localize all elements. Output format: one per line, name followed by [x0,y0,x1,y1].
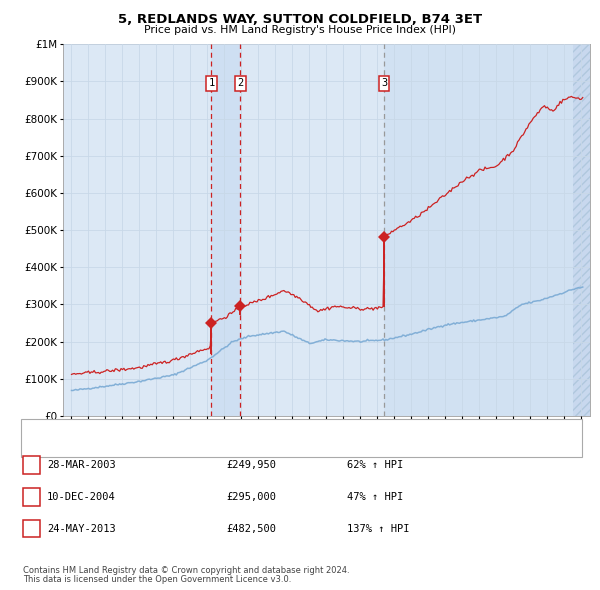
Text: 10-DEC-2004: 10-DEC-2004 [47,492,116,502]
Text: 5, REDLANDS WAY, SUTTON COLDFIELD, B74 3ET: 5, REDLANDS WAY, SUTTON COLDFIELD, B74 3… [118,13,482,26]
Bar [211,44,241,416]
Text: This data is licensed under the Open Government Licence v3.0.: This data is licensed under the Open Gov… [23,575,291,584]
Text: 3: 3 [381,78,387,88]
Text: 1: 1 [28,460,34,470]
Text: 3: 3 [28,524,34,533]
Text: Contains HM Land Registry data © Crown copyright and database right 2024.: Contains HM Land Registry data © Crown c… [23,566,349,575]
Text: 2: 2 [28,492,34,502]
Text: 47% ↑ HPI: 47% ↑ HPI [347,492,403,502]
Text: 24-MAY-2013: 24-MAY-2013 [47,524,116,533]
Text: Price paid vs. HM Land Registry's House Price Index (HPI): Price paid vs. HM Land Registry's House … [144,25,456,35]
Text: 1: 1 [208,78,214,88]
Bar [384,44,573,416]
Text: 62% ↑ HPI: 62% ↑ HPI [347,460,403,470]
Bar [573,44,593,416]
Text: £295,000: £295,000 [227,492,277,502]
Text: 137% ↑ HPI: 137% ↑ HPI [347,524,409,533]
Text: 5, REDLANDS WAY, SUTTON COLDFIELD, B74 3ET (detached house): 5, REDLANDS WAY, SUTTON COLDFIELD, B74 3… [54,425,401,435]
Text: 28-MAR-2003: 28-MAR-2003 [47,460,116,470]
Text: £249,950: £249,950 [227,460,277,470]
Text: HPI: Average price, detached house, Walsall: HPI: Average price, detached house, Wals… [54,442,307,452]
Text: £482,500: £482,500 [227,524,277,533]
Text: 2: 2 [237,78,244,88]
